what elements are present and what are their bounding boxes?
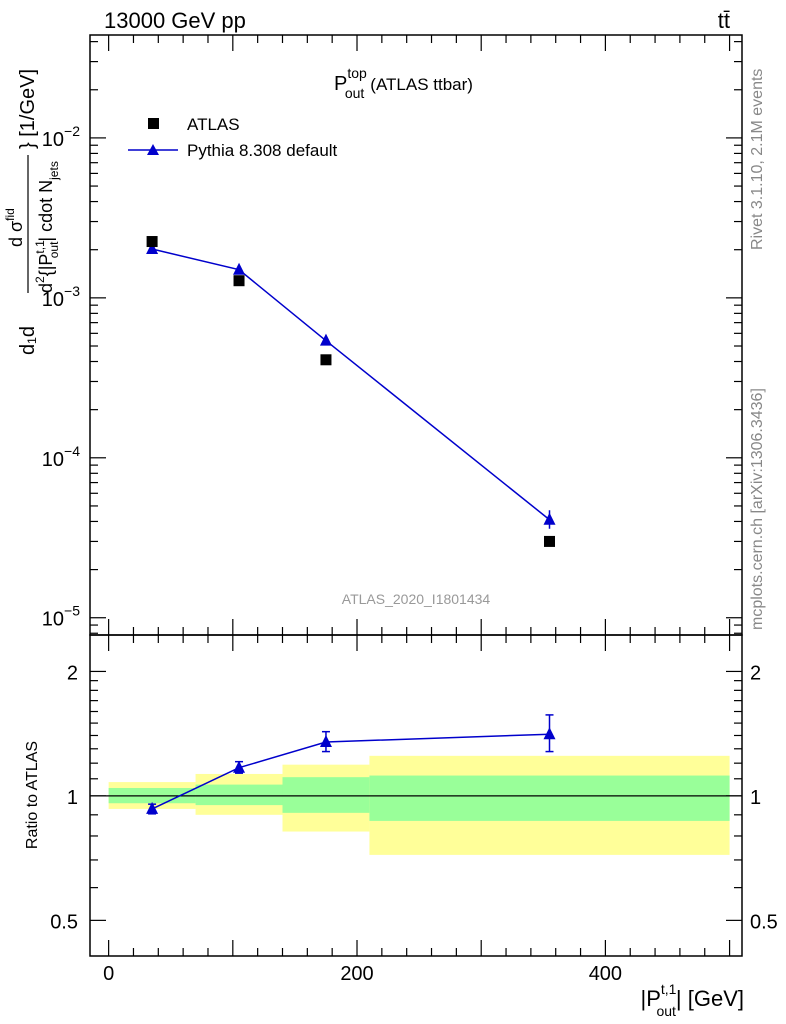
- ratio-y-tick-label-2: 2: [67, 662, 78, 684]
- ylabel-frac-top: d σ: [6, 221, 26, 247]
- ylabel-frac-bottom-end: | cdot N: [36, 180, 56, 242]
- main-y-tick-label-2: 10−3: [42, 283, 80, 311]
- ratio-y-axis-label: Ratio to ATLAS: [24, 741, 41, 849]
- ratio-y-tick-label-0: 0.5: [50, 911, 78, 933]
- mcplots-label: mcplots.cern.ch [arXiv:1306.3436]: [749, 388, 766, 630]
- plot-title-suffix: (ATLAS ttbar): [370, 75, 473, 94]
- x-tick-label-1: 200: [340, 963, 373, 985]
- main-y-axis-label: d₁d d σfid d2{|Pt,1out| cdot Njets } [1/…: [3, 69, 61, 355]
- ratio-y-tick-label-1: 1: [67, 787, 78, 809]
- process-label: tt̄: [718, 8, 730, 33]
- svg-text:d σfid: d σfid: [3, 208, 26, 247]
- ratio-y-tick-label-right-2: 2: [750, 662, 761, 684]
- main-data-marks: [146, 236, 556, 547]
- plot-title: Ptop out (ATLAS ttbar): [334, 65, 473, 101]
- ylabel-frac-bottom-sup: 2: [33, 276, 47, 283]
- pythia-point: [233, 262, 246, 275]
- legend-pythia-label: Pythia 8.308 default: [187, 141, 338, 160]
- ratio-pythia-point: [319, 735, 332, 748]
- ylabel-left: d₁d: [17, 326, 39, 355]
- ylabel-frac-bottom-sub2: out: [47, 241, 61, 258]
- xlabel-sup: t,1: [661, 981, 677, 997]
- ylabel-frac-bottom-pre: d: [36, 283, 56, 293]
- ratio-axis-ticks: 0.5 0.5 1 1 2 2 0 200 400: [50, 635, 778, 985]
- atlas-point: [233, 275, 245, 287]
- energy-label: 13000 GeV pp: [104, 8, 246, 33]
- pythia-line: [151, 248, 550, 521]
- ratio-pythia-point: [543, 727, 556, 740]
- pythia-point: [319, 333, 332, 346]
- ratio-pythia-point: [146, 801, 159, 814]
- ylabel-frac-bottom-sub3: jets: [47, 161, 61, 181]
- band-inner-3: [369, 775, 730, 821]
- rivet-version-label: Rivet 3.1.10, 2.1M events: [749, 69, 766, 250]
- atlas-point: [320, 354, 332, 366]
- plot-title-main: P: [334, 73, 347, 95]
- svg-text:d2{|Pt,1out| cdot Njets: d2{|Pt,1out| cdot Njets: [33, 161, 61, 293]
- band-inner-1: [195, 784, 283, 806]
- band-inner-2: [282, 777, 370, 813]
- xlabel-unit: | [GeV]: [676, 986, 744, 1011]
- pythia-point: [543, 512, 556, 525]
- legend-pythia-marker: [147, 144, 159, 155]
- main-y-tick-label-3: 10−2: [42, 123, 80, 151]
- ratio-pythia-point: [233, 760, 246, 773]
- pythia-point: [146, 242, 159, 255]
- legend-atlas-label: ATLAS: [187, 115, 240, 134]
- x-tick-label-2: 400: [589, 963, 622, 985]
- ylabel-frac-bottom-sup2: t,1: [33, 240, 47, 254]
- ratio-y-tick-label-right-1: 1: [750, 787, 761, 809]
- uncertainty-bands: [108, 755, 730, 855]
- analysis-watermark: ATLAS_2020_I1801434: [342, 591, 491, 607]
- main-y-tick-label-1: 10−4: [42, 443, 80, 471]
- ratio-pythia-line: [151, 733, 550, 810]
- x-tick-label-0: 0: [103, 963, 114, 985]
- svg-text:d₁d: d₁d: [17, 326, 39, 355]
- atlas-point: [146, 236, 158, 248]
- legend: ATLAS Pythia 8.308 default: [128, 115, 338, 160]
- ylabel-unit: } [1/GeV]: [17, 69, 39, 149]
- plot-title-sup: top: [347, 65, 367, 81]
- ratio-data-marks: [146, 714, 556, 815]
- main-axis-ticks: 10−5 10−4 10−3 10−2: [42, 35, 742, 635]
- x-axis-label: |Pt,1 out| [GeV]: [640, 981, 744, 1019]
- ylabel-frac-bottom-mid: {|P: [36, 254, 56, 277]
- main-y-tick-label-0: 10−5: [42, 603, 80, 631]
- ylabel-frac-top-sup: fid: [3, 208, 17, 221]
- xlabel-sub: out: [656, 1003, 676, 1019]
- atlas-point: [544, 535, 556, 547]
- ratio-y-tick-label-right-0: 0.5: [750, 911, 778, 933]
- xlabel-main: |P: [640, 986, 660, 1011]
- legend-atlas-marker: [148, 118, 159, 129]
- plot-title-sub: out: [345, 85, 365, 101]
